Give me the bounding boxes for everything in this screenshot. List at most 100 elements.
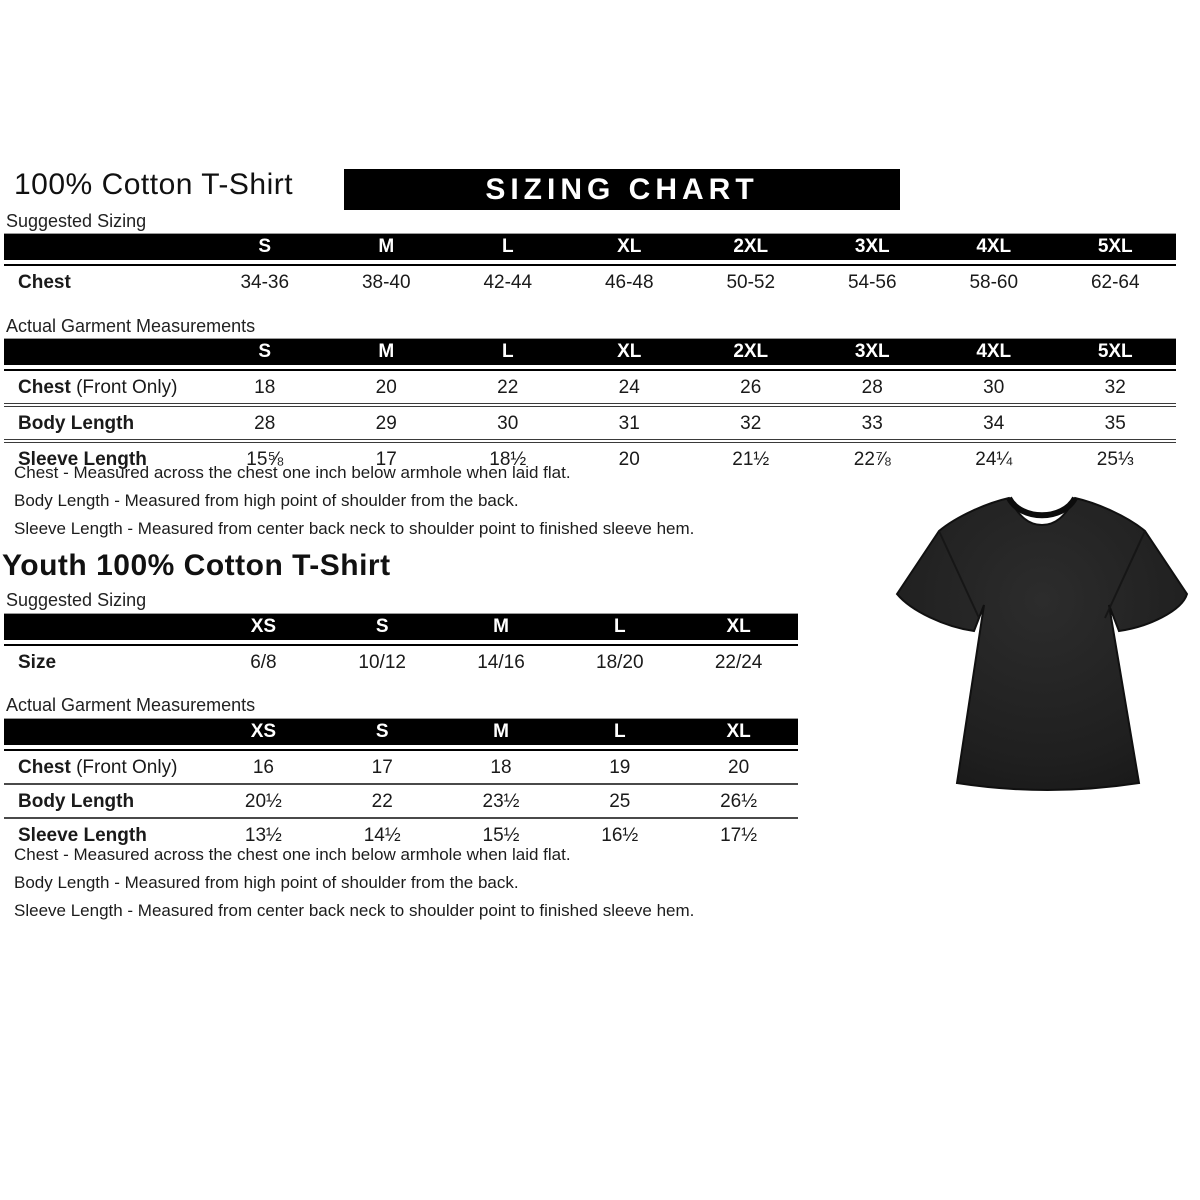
adult-suggested-table: S M L XL 2XL 3XL 4XL 5XL Chest 34-36 38-40 42-44 46-… bbox=[4, 233, 1176, 298]
row-label: Chest bbox=[18, 272, 71, 293]
header-row: S M L XL 2XL 3XL 4XL 5XL bbox=[4, 234, 1176, 266]
tshirt-body bbox=[895, 496, 1189, 791]
table-cell: 10/12 bbox=[358, 652, 406, 673]
column-header-l: L bbox=[560, 614, 680, 646]
table-cell: 24 bbox=[618, 377, 640, 398]
table-cell: 62-64 bbox=[1090, 272, 1140, 293]
table-cell: 29 bbox=[325, 403, 447, 439]
column-header-4xl: 4XL bbox=[933, 234, 1055, 266]
note-sleeve-length: Sleeve Length - Measured from center bac… bbox=[14, 901, 695, 920]
table-cell: 30 bbox=[447, 403, 569, 439]
table-cell: 32 bbox=[690, 403, 812, 439]
table-cell: 24¼ bbox=[933, 439, 1055, 475]
table-cell: 17 bbox=[325, 439, 447, 475]
table-row: Chest 34-36 38-40 42-44 46-48 50-52 54-56 58-60… bbox=[4, 266, 1176, 298]
table-cell: 34 bbox=[933, 403, 1055, 439]
row-label: Size bbox=[18, 652, 57, 673]
youth-title: Youth 100% Cotton T-Shirt bbox=[2, 549, 391, 582]
table-row: Chest (Front Only) 18 20 22 24 26 28 30 32 bbox=[4, 371, 1176, 403]
column-header-m: M bbox=[325, 234, 447, 266]
row-label: Body Length bbox=[4, 403, 204, 439]
table-cell: 16½ bbox=[560, 817, 680, 851]
column-header-5xl: 5XL bbox=[1054, 339, 1176, 371]
row-label: Sleeve Length bbox=[4, 439, 204, 475]
column-header-s: S bbox=[322, 614, 442, 646]
column-header-l: L bbox=[560, 719, 680, 751]
column-header-xl: XL bbox=[568, 234, 690, 266]
column-header-3xl: 3XL bbox=[811, 339, 933, 371]
row-label: Sleeve Length bbox=[4, 817, 204, 851]
adult-suggested-table-container: S M L XL 2XL 3XL 4XL 5XL Chest 34-36 38-40 42-44 46-… bbox=[4, 233, 1176, 298]
table-cell: 25⅓ bbox=[1054, 439, 1176, 475]
note-sleeve-length: Sleeve Length - Measured from center bac… bbox=[14, 519, 695, 538]
column-header-xs: XS bbox=[204, 614, 323, 646]
column-header-2xl: 2XL bbox=[690, 234, 812, 266]
table-row: Body Length 28 29 30 31 32 33 34 35 bbox=[4, 403, 1176, 439]
table-cell: 14/16 bbox=[477, 652, 525, 673]
table-cell: 26 bbox=[740, 377, 762, 398]
adult-actual-table: S M L XL 2XL 3XL 4XL 5XL Chest (Front Only) 18 20 2… bbox=[4, 338, 1176, 475]
header-spacer bbox=[4, 234, 204, 266]
table-cell: 50-52 bbox=[726, 272, 776, 293]
table-cell: 21½ bbox=[690, 439, 812, 475]
header-row: XS S M L XL bbox=[4, 614, 798, 646]
table-cell: 19 bbox=[609, 757, 631, 778]
table-cell: 13½ bbox=[204, 817, 323, 851]
column-header-s: S bbox=[322, 719, 442, 751]
table-cell: 35 bbox=[1054, 403, 1176, 439]
table-row: Sleeve Length 13½ 14½ 15½ 16½ 17½ bbox=[4, 817, 798, 851]
table-cell: 54-56 bbox=[847, 272, 897, 293]
column-header-l: L bbox=[447, 234, 569, 266]
table-cell: 16 bbox=[252, 757, 274, 778]
table-cell: 26½ bbox=[679, 783, 798, 817]
table-cell: 46-48 bbox=[604, 272, 654, 293]
table-cell: 20½ bbox=[204, 783, 323, 817]
note-body-length: Body Length - Measured from high point o… bbox=[14, 491, 519, 510]
column-header-m: M bbox=[325, 339, 447, 371]
note-body-length: Body Length - Measured from high point o… bbox=[14, 873, 519, 892]
table-cell: 22 bbox=[322, 783, 442, 817]
note-chest: Chest - Measured across the chest one in… bbox=[14, 463, 571, 482]
table-cell: 20 bbox=[728, 757, 750, 778]
column-header-4xl: 4XL bbox=[933, 339, 1055, 371]
table-cell: 22/24 bbox=[714, 652, 763, 673]
youth-suggested-table-container: XS S M L XL Size 6/8 10/12 14/16 18/20 22/24 bbox=[4, 613, 798, 678]
column-header-3xl: 3XL bbox=[811, 234, 933, 266]
table-cell: 20 bbox=[375, 377, 397, 398]
table-cell: 38-40 bbox=[361, 272, 411, 293]
table-cell: 17½ bbox=[679, 817, 798, 851]
column-header-xl: XL bbox=[568, 339, 690, 371]
table-row: Body Length 20½ 22 23½ 25 26½ bbox=[4, 783, 798, 817]
tshirt-right-sleeve-seam bbox=[1104, 530, 1146, 619]
youth-actual-label: Actual Garment Measurements bbox=[6, 695, 256, 715]
youth-measurement-notes: Chest - Measured across the chest one in… bbox=[14, 841, 694, 925]
header-row: S M L XL 2XL 3XL 4XL 5XL bbox=[4, 339, 1176, 371]
table-cell: 14½ bbox=[322, 817, 442, 851]
table-cell: 22 bbox=[497, 377, 519, 398]
header-spacer bbox=[4, 614, 204, 646]
column-header-l: L bbox=[447, 339, 569, 371]
header-row: XS S M L XL bbox=[4, 719, 798, 751]
column-header-5xl: 5XL bbox=[1054, 234, 1176, 266]
table-cell: 25 bbox=[560, 783, 680, 817]
table-cell: 33 bbox=[811, 403, 933, 439]
header-spacer bbox=[4, 339, 204, 371]
table-cell: 17 bbox=[371, 757, 393, 778]
banner-text: SIZING CHART bbox=[485, 172, 759, 206]
table-cell: 31 bbox=[568, 403, 690, 439]
table-cell: 15½ bbox=[441, 817, 561, 851]
table-cell: 23½ bbox=[441, 783, 561, 817]
table-cell: 18 bbox=[490, 757, 512, 778]
tshirt-collar bbox=[1006, 496, 1078, 519]
table-cell: 18/20 bbox=[596, 652, 644, 673]
table-row: Size 6/8 10/12 14/16 18/20 22/24 bbox=[4, 646, 798, 678]
table-cell: 22⅞ bbox=[811, 439, 933, 475]
note-chest: Chest - Measured across the chest one in… bbox=[14, 845, 571, 864]
column-header-2xl: 2XL bbox=[690, 339, 812, 371]
sizing-chart-banner: SIZING CHART bbox=[344, 169, 900, 210]
youth-actual-table-container: XS S M L XL Chest (Front Only) 16 17 18 19 20 Body … bbox=[4, 718, 798, 851]
row-label: Chest (Front Only) bbox=[18, 377, 178, 398]
column-header-xs: XS bbox=[204, 719, 323, 751]
tshirt-left-sleeve-seam bbox=[938, 530, 980, 619]
table-cell: 18½ bbox=[447, 439, 569, 475]
